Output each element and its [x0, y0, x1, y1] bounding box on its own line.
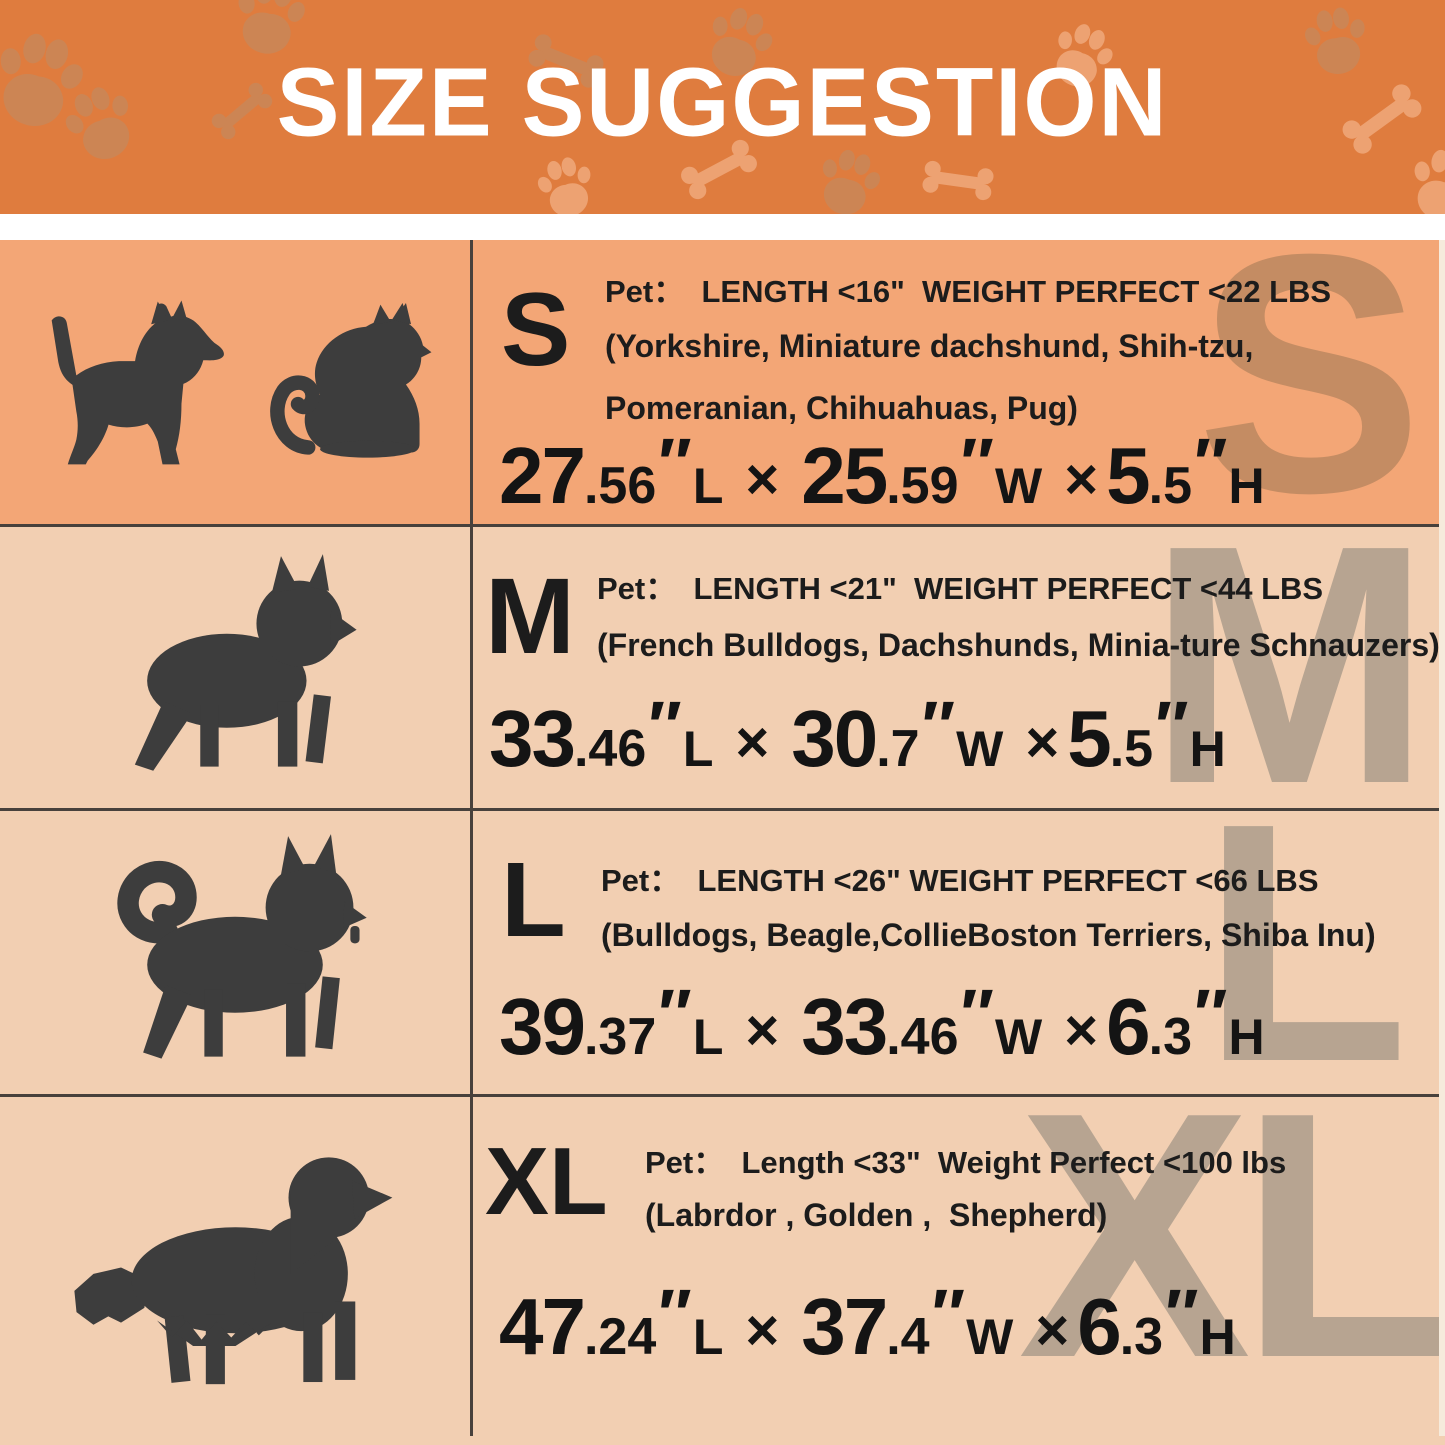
breed-list-line: (French Bulldogs, Dachshunds, Minia-ture…	[597, 627, 1440, 663]
inch-mark: ″	[648, 687, 681, 765]
boston-terrier-silhouette-icon	[134, 554, 357, 771]
bed-dimensions: 39.37″ L × 33.46″ W × 6.3″ H	[499, 975, 1265, 1071]
inch-mark: ″	[1194, 424, 1227, 502]
multiply-sign: ×	[745, 998, 780, 1063]
size-l-info-cell: L L Pet： LENGTH <26" WEIGHT PERFECT <66 …	[473, 811, 1445, 1094]
paw-icon	[531, 152, 602, 214]
multiply-sign: ×	[735, 710, 770, 775]
multiply-sign: ×	[745, 447, 780, 512]
multiply-sign: ×	[745, 1298, 780, 1363]
inch-mark: ″	[931, 1275, 965, 1353]
multiply-sign: ×	[1035, 1298, 1070, 1363]
pet-spec-line: Pet： Length <33" Weight Perfect <100 lbs	[645, 1145, 1287, 1180]
breed-list-line: (Bulldogs, Beagle,CollieBoston Terriers,…	[601, 917, 1376, 953]
table-row-size-m: M M Pet： LENGTH <21" WEIGHT PERFECT <44 …	[0, 524, 1445, 808]
breed-list-line: (Labrdor , Golden , Shepherd)	[645, 1197, 1108, 1233]
size-s-info-cell: S S Pet： LENGTH <16" WEIGHT PERFECT <22 …	[473, 240, 1445, 524]
inch-mark: ″	[658, 424, 691, 502]
multiply-sign: ×	[1064, 447, 1099, 512]
inch-mark: ″	[658, 1275, 691, 1353]
pet-spec-line: Pet： LENGTH <26" WEIGHT PERFECT <66 LBS	[601, 863, 1319, 898]
size-xl-illustration-cell	[0, 1097, 473, 1436]
size-table: S S Pet： LENGTH <16" WEIGHT PERFECT <22 …	[0, 240, 1445, 1436]
inch-mark: ″	[1155, 687, 1188, 765]
westie-dog-silhouette-icon	[51, 300, 224, 465]
inch-mark: ″	[960, 975, 994, 1053]
bone-icon	[921, 159, 995, 202]
bed-dimensions: 33.46″ L × 30.7″ W × 5.5″ H	[489, 687, 1226, 783]
size-xl-info-cell: XL XL Pet： Length <33" Weight Perfect <1…	[473, 1097, 1445, 1436]
inch-mark: ″	[921, 687, 955, 765]
header: SIZE SUGGESTION	[0, 0, 1445, 214]
golden-retriever-silhouette-icon	[73, 1157, 392, 1385]
bed-dimensions: 27.56″ L × 25.59″ W × 5.5″ H	[499, 424, 1265, 520]
pet-spec-line: Pet： LENGTH <21" WEIGHT PERFECT <44 LBS	[597, 571, 1324, 606]
bed-dimensions: 47.24″ L × 37.4″ W × 6.3″ H	[499, 1275, 1236, 1371]
pet-spec-line: Pet： LENGTH <16" WEIGHT PERFECT <22 LBS	[605, 274, 1332, 309]
size-m-illustration-cell	[0, 527, 473, 808]
shiba-inu-silhouette-icon	[117, 834, 367, 1059]
breed-list-line: (Yorkshire, Miniature dachshund, Shih-tz…	[605, 328, 1254, 364]
size-m-info-cell: M M Pet： LENGTH <21" WEIGHT PERFECT <44 …	[473, 527, 1445, 808]
table-row-size-l: L L Pet： LENGTH <26" WEIGHT PERFECT <66 …	[0, 808, 1445, 1094]
inch-mark: ″	[1165, 1275, 1198, 1353]
table-row-size-xl: XL XL Pet： Length <33" Weight Perfect <1…	[0, 1094, 1445, 1436]
page-title: SIZE SUGGESTION	[276, 47, 1169, 157]
size-s-illustration-cell	[0, 240, 473, 524]
size-label: M	[485, 555, 575, 676]
multiply-sign: ×	[1025, 710, 1060, 775]
multiply-sign: ×	[1064, 998, 1099, 1063]
breed-list-line: Pomeranian, Chihuahuas, Pug)	[605, 390, 1078, 426]
divider-band	[0, 214, 1445, 240]
size-label: S	[501, 272, 571, 388]
cat-silhouette-icon	[270, 302, 432, 458]
table-row-size-s: S S Pet： LENGTH <16" WEIGHT PERFECT <22 …	[0, 240, 1445, 524]
right-edge-strip	[1439, 240, 1445, 1436]
size-label: XL	[485, 1128, 608, 1235]
size-label: L	[501, 841, 566, 959]
inch-mark: ″	[658, 975, 691, 1053]
inch-mark: ″	[960, 424, 994, 502]
inch-mark: ″	[1194, 975, 1227, 1053]
size-l-illustration-cell	[0, 811, 473, 1094]
